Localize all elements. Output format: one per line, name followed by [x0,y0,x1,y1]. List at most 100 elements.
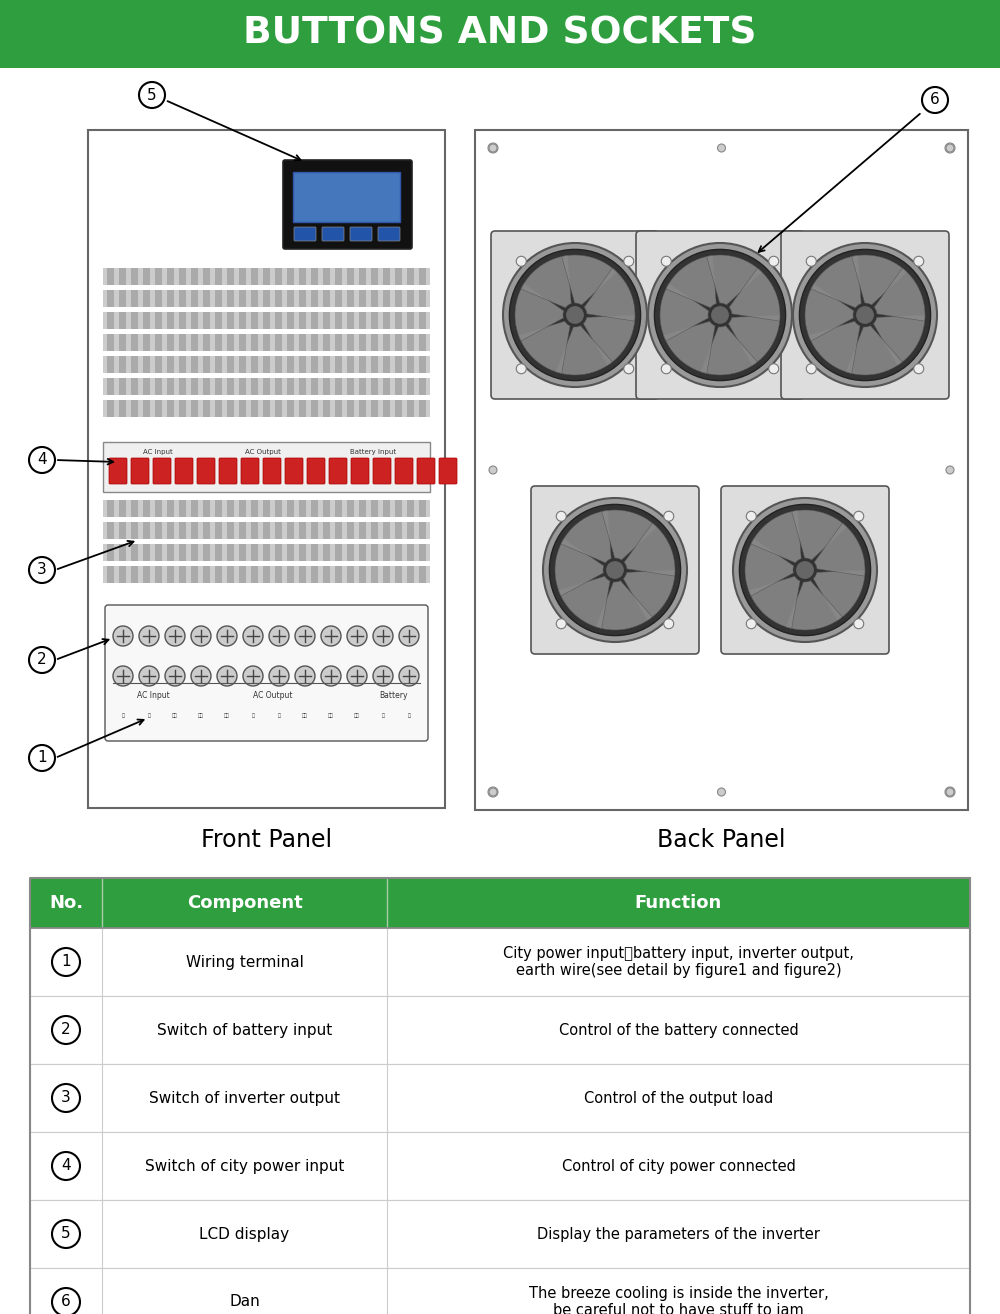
Circle shape [664,619,674,628]
FancyBboxPatch shape [103,311,430,328]
FancyBboxPatch shape [155,399,162,417]
Text: ＋: ＋ [252,714,254,719]
Text: Battery Input: Battery Input [350,449,396,455]
Circle shape [516,256,526,267]
FancyBboxPatch shape [299,522,306,539]
FancyBboxPatch shape [781,231,949,399]
Polygon shape [666,255,716,307]
FancyBboxPatch shape [287,544,294,561]
FancyBboxPatch shape [263,356,270,373]
FancyBboxPatch shape [155,566,162,583]
FancyBboxPatch shape [215,311,222,328]
Circle shape [769,256,779,267]
Circle shape [945,143,955,152]
Text: AC Input: AC Input [143,449,173,455]
FancyBboxPatch shape [311,356,318,373]
Polygon shape [562,255,617,305]
FancyBboxPatch shape [299,290,306,307]
FancyBboxPatch shape [131,356,138,373]
FancyBboxPatch shape [143,378,150,396]
Polygon shape [792,510,847,560]
Polygon shape [814,523,865,576]
FancyBboxPatch shape [275,378,282,396]
Polygon shape [623,570,675,620]
FancyBboxPatch shape [275,544,282,561]
FancyBboxPatch shape [227,501,234,516]
FancyBboxPatch shape [155,501,162,516]
Text: City power input、battery input, inverter output,
earth wire(see detail by figure: City power input、battery input, inverter… [503,946,854,978]
FancyBboxPatch shape [30,1131,970,1200]
Polygon shape [584,268,635,321]
Circle shape [806,364,816,373]
FancyBboxPatch shape [239,356,246,373]
Polygon shape [583,315,635,365]
FancyBboxPatch shape [335,566,342,583]
FancyBboxPatch shape [299,268,306,285]
FancyBboxPatch shape [407,311,414,328]
FancyBboxPatch shape [275,522,282,539]
FancyBboxPatch shape [88,130,445,808]
FancyBboxPatch shape [30,878,970,928]
FancyBboxPatch shape [322,227,344,240]
FancyBboxPatch shape [636,231,804,399]
FancyBboxPatch shape [311,334,318,351]
FancyBboxPatch shape [419,501,426,516]
FancyBboxPatch shape [359,501,366,516]
FancyBboxPatch shape [263,268,270,285]
FancyBboxPatch shape [323,311,330,328]
Circle shape [914,364,924,373]
Circle shape [165,625,185,646]
FancyBboxPatch shape [351,459,369,484]
FancyBboxPatch shape [395,544,402,561]
FancyBboxPatch shape [439,459,457,484]
FancyBboxPatch shape [359,544,366,561]
Circle shape [139,666,159,686]
FancyBboxPatch shape [419,566,426,583]
FancyBboxPatch shape [407,522,414,539]
FancyBboxPatch shape [203,268,210,285]
FancyBboxPatch shape [347,378,354,396]
Text: Battery: Battery [379,691,407,700]
FancyBboxPatch shape [371,378,378,396]
Circle shape [854,619,864,628]
Text: 6: 6 [61,1294,71,1310]
FancyBboxPatch shape [335,501,342,516]
FancyBboxPatch shape [119,268,126,285]
FancyBboxPatch shape [239,544,246,561]
FancyBboxPatch shape [323,399,330,417]
FancyBboxPatch shape [263,378,270,396]
FancyBboxPatch shape [299,356,306,373]
Text: Function: Function [635,894,722,912]
FancyBboxPatch shape [407,334,414,351]
FancyBboxPatch shape [179,311,186,328]
Text: Front Panel: Front Panel [201,828,332,851]
FancyBboxPatch shape [227,378,234,396]
FancyBboxPatch shape [359,356,366,373]
FancyBboxPatch shape [299,544,306,561]
Circle shape [718,788,726,796]
Circle shape [165,666,185,686]
FancyBboxPatch shape [323,334,330,351]
Polygon shape [729,268,780,321]
Text: AC Output: AC Output [245,449,281,455]
FancyBboxPatch shape [275,334,282,351]
FancyBboxPatch shape [347,544,354,561]
FancyBboxPatch shape [419,399,426,417]
Text: Control of the battery connected: Control of the battery connected [559,1022,798,1038]
Polygon shape [660,284,709,342]
Circle shape [295,625,315,646]
FancyBboxPatch shape [371,268,378,285]
FancyBboxPatch shape [143,566,150,583]
FancyBboxPatch shape [287,334,294,351]
FancyBboxPatch shape [275,268,282,285]
FancyBboxPatch shape [251,311,258,328]
FancyBboxPatch shape [239,399,246,417]
FancyBboxPatch shape [119,356,126,373]
FancyBboxPatch shape [215,356,222,373]
FancyBboxPatch shape [311,290,318,307]
FancyBboxPatch shape [335,311,342,328]
Circle shape [946,788,954,796]
FancyBboxPatch shape [299,566,306,583]
FancyBboxPatch shape [335,544,342,561]
FancyBboxPatch shape [155,544,162,561]
